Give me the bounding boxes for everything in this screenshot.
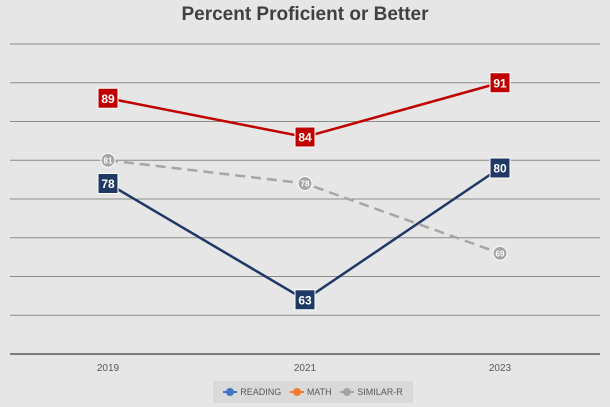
x-tick-label: 2021: [294, 363, 317, 374]
data-label: 63: [298, 293, 312, 307]
x-tick-label: 2023: [489, 363, 512, 374]
data-point-reading: 78: [97, 173, 119, 194]
data-point-similar-r: 69: [492, 245, 508, 261]
data-label: 81: [104, 156, 113, 165]
data-label: 84: [298, 131, 312, 145]
chart-title: Percent Proficient or Better: [181, 4, 429, 25]
data-label: 69: [496, 249, 505, 258]
data-point-math: 91: [489, 72, 511, 94]
data-point-math: 84: [294, 126, 316, 148]
legend-swatch: [223, 388, 238, 396]
data-point-reading: 80: [489, 157, 511, 179]
data-label: 78: [101, 177, 115, 191]
legend-label: SIMILAR-R: [357, 387, 403, 397]
legend-swatch: [340, 388, 355, 396]
data-label: 78: [301, 180, 310, 189]
legend: READING MATH SIMILAR-R: [213, 381, 413, 403]
legend-label: READING: [240, 387, 282, 397]
data-point-math: 89: [97, 87, 119, 109]
data-point-similar-r: 81: [100, 152, 116, 168]
legend-item-similar-r: SIMILAR-R: [340, 387, 403, 397]
legend-swatch: [289, 388, 304, 396]
data-point-reading: 63: [294, 289, 316, 311]
legend-item-reading: READING: [223, 387, 281, 397]
data-label: 80: [493, 162, 507, 176]
x-tick-label: 2019: [97, 363, 120, 374]
data-label: 89: [101, 92, 115, 106]
legend-label: MATH: [306, 387, 332, 397]
data-point-similar-r: 78: [297, 176, 313, 191]
data-label: 91: [493, 76, 507, 90]
legend-item-math: MATH: [289, 387, 332, 397]
